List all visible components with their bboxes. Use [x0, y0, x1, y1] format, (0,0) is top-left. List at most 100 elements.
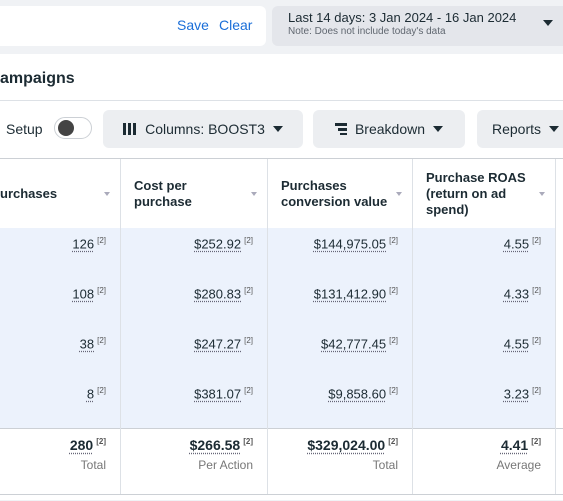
footnote: [2]: [531, 437, 541, 447]
cell-value: $131,412.90: [313, 286, 387, 302]
footnote: [2]: [244, 386, 253, 395]
cell: 280 [2]: [0, 437, 120, 453]
cell: 4.55 [2]: [412, 336, 555, 351]
footnote: [2]: [244, 286, 253, 295]
breakdown-icon: [334, 123, 347, 135]
filter-bar: [0, 6, 266, 46]
column-header-text: urchases: [0, 186, 58, 201]
sort-caret: [104, 192, 110, 196]
footnote: [2]: [532, 336, 541, 345]
toggle[interactable]: [54, 117, 92, 139]
footnote: [2]: [389, 336, 398, 345]
clear-link[interactable]: Clear: [219, 17, 253, 33]
footnote: [2]: [244, 236, 253, 245]
cell-value: $280.83: [194, 286, 242, 302]
cell: $144,975.05 [2]: [267, 236, 412, 251]
breakdown-button[interactable]: Breakdown: [313, 110, 465, 148]
footnote: [2]: [532, 236, 541, 245]
column-header-text: Purchase ROAS (return on ad spend): [426, 170, 526, 217]
cell: 108 [2]: [0, 286, 120, 301]
table-top: [0, 158, 563, 159]
total-label: Average: [496, 458, 541, 472]
cell: 4.33 [2]: [412, 286, 555, 301]
cell: $9,858.60 [2]: [267, 386, 412, 401]
column-divider: [120, 159, 121, 494]
columns-label: Columns: BOOST3: [145, 121, 265, 137]
date-note: Note: Does not include today's data: [288, 26, 446, 37]
cell: $42,777.45 [2]: [267, 336, 412, 351]
footnote: [2]: [388, 437, 398, 447]
footnote: [2]: [96, 437, 106, 447]
cell: $381.07 [2]: [120, 386, 267, 401]
columns-button[interactable]: Columns: BOOST3: [103, 110, 303, 148]
total-label: Total: [80, 458, 106, 472]
table-bottom: [0, 494, 563, 495]
breakdown-label: Breakdown: [354, 121, 426, 137]
cell: 4.55 [2]: [412, 236, 555, 251]
column-header: urchases: [0, 160, 120, 228]
rows-bg: [0, 228, 555, 428]
reports-button[interactable]: Reports: [477, 110, 563, 148]
column-divider: [412, 159, 413, 494]
divider: [0, 100, 563, 101]
cell-value: $247.27: [194, 336, 242, 352]
date-picker[interactable]: [272, 6, 563, 46]
column-header: Cost per purchase: [120, 160, 267, 228]
save-link[interactable]: Save: [177, 17, 209, 33]
cell: $252.92 [2]: [120, 236, 267, 251]
cell: 4.41 [2]: [412, 437, 555, 453]
totals-divider: [0, 428, 563, 429]
cell-value: $42,777.45: [321, 336, 387, 352]
total-label: Total: [372, 458, 398, 472]
date-range: Last 14 days: 3 Jan 2024 - 16 Jan 2024: [288, 10, 517, 25]
cell-value: $266.58: [189, 437, 241, 453]
cell-value: $9,858.60: [328, 386, 387, 402]
section-title: ampaigns: [0, 70, 75, 87]
cell-value: 38: [79, 336, 95, 352]
cell-value: $144,975.05: [313, 236, 387, 252]
reports-label: Reports: [492, 121, 542, 137]
cell: 3.23 [2]: [412, 386, 555, 401]
footnote: [2]: [389, 286, 398, 295]
columns-icon: [123, 123, 137, 135]
footnote: [2]: [97, 386, 106, 395]
cell-value: $252.92: [194, 236, 242, 252]
footnote: [2]: [97, 336, 106, 345]
footnote: [2]: [532, 286, 541, 295]
cell: 38 [2]: [0, 336, 120, 351]
sort-caret: [539, 192, 545, 196]
cell: 8 [2]: [0, 386, 120, 401]
cell-value: 4.33: [503, 286, 530, 302]
cell: $247.27 [2]: [120, 336, 267, 351]
cell-value: 280: [69, 437, 94, 453]
column-header: Purchase ROAS (return on ad spend): [412, 160, 555, 228]
cell-value: 126: [72, 236, 95, 252]
cell: $266.58 [2]: [120, 437, 267, 453]
sort-caret: [251, 192, 257, 196]
column-header: Purchases conversion value: [267, 160, 412, 228]
cell: 126 [2]: [0, 236, 120, 251]
column-divider: [555, 159, 556, 494]
sort-caret: [396, 192, 402, 196]
footnote: [2]: [244, 336, 253, 345]
total-label: Per Action: [198, 458, 253, 472]
footnote: [2]: [389, 386, 398, 395]
footnote: [2]: [243, 437, 253, 447]
cell-value: 108: [72, 286, 95, 302]
cell-value: 4.55: [503, 236, 530, 252]
cell-value: 8: [86, 386, 95, 402]
cell: $329,024.00 [2]: [267, 437, 412, 453]
cell-value: 4.41: [500, 437, 529, 453]
footnote: [2]: [532, 386, 541, 395]
footnote: [2]: [97, 286, 106, 295]
footnote: [2]: [389, 236, 398, 245]
setup-label: Setup: [6, 121, 43, 137]
cell-value: 4.55: [503, 336, 530, 352]
dropdown-caret: [543, 20, 553, 26]
column-header-text: Purchases conversion value: [281, 178, 388, 209]
column-header-text: Cost per purchase: [134, 178, 192, 209]
cell: $280.83 [2]: [120, 286, 267, 301]
cell-value: 3.23: [503, 386, 530, 402]
cell: $131,412.90 [2]: [267, 286, 412, 301]
